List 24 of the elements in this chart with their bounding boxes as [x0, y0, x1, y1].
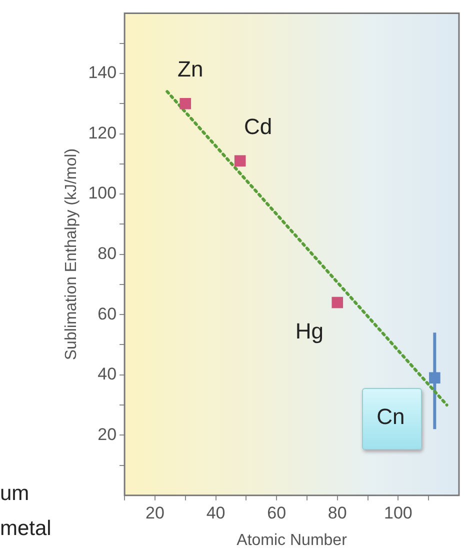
annotation: Cd — [244, 114, 272, 139]
text: metal — [0, 516, 52, 542]
y-tick-label: 60 — [98, 304, 117, 324]
y-tick-label: 40 — [98, 364, 117, 384]
y-axis-title: Sublimation Enthalpy (kJ/mol) — [63, 148, 80, 360]
x-tick-label: 60 — [267, 503, 286, 522]
x-tick-label: 20 — [146, 503, 164, 522]
y-tick-label: 20 — [98, 424, 117, 444]
annotation: Zn — [178, 56, 204, 82]
point — [429, 372, 440, 384]
y-tick-label: 100 — [88, 184, 117, 203]
x-tick-label: 100 — [384, 503, 412, 522]
annotation: Hg — [295, 318, 324, 344]
x-tick-label: 40 — [206, 503, 226, 522]
point — [234, 155, 246, 167]
y-tick-label: 80 — [98, 244, 117, 263]
y-tick-label: 120 — [88, 123, 117, 142]
text: um — [0, 481, 30, 507]
annotation: Cn — [376, 404, 405, 429]
y-tick-label: 140 — [88, 63, 117, 82]
point — [180, 98, 192, 110]
x-tick-label: 80 — [328, 503, 347, 522]
point — [332, 296, 344, 308]
x-axis-title: Atomic Number — [236, 532, 348, 549]
